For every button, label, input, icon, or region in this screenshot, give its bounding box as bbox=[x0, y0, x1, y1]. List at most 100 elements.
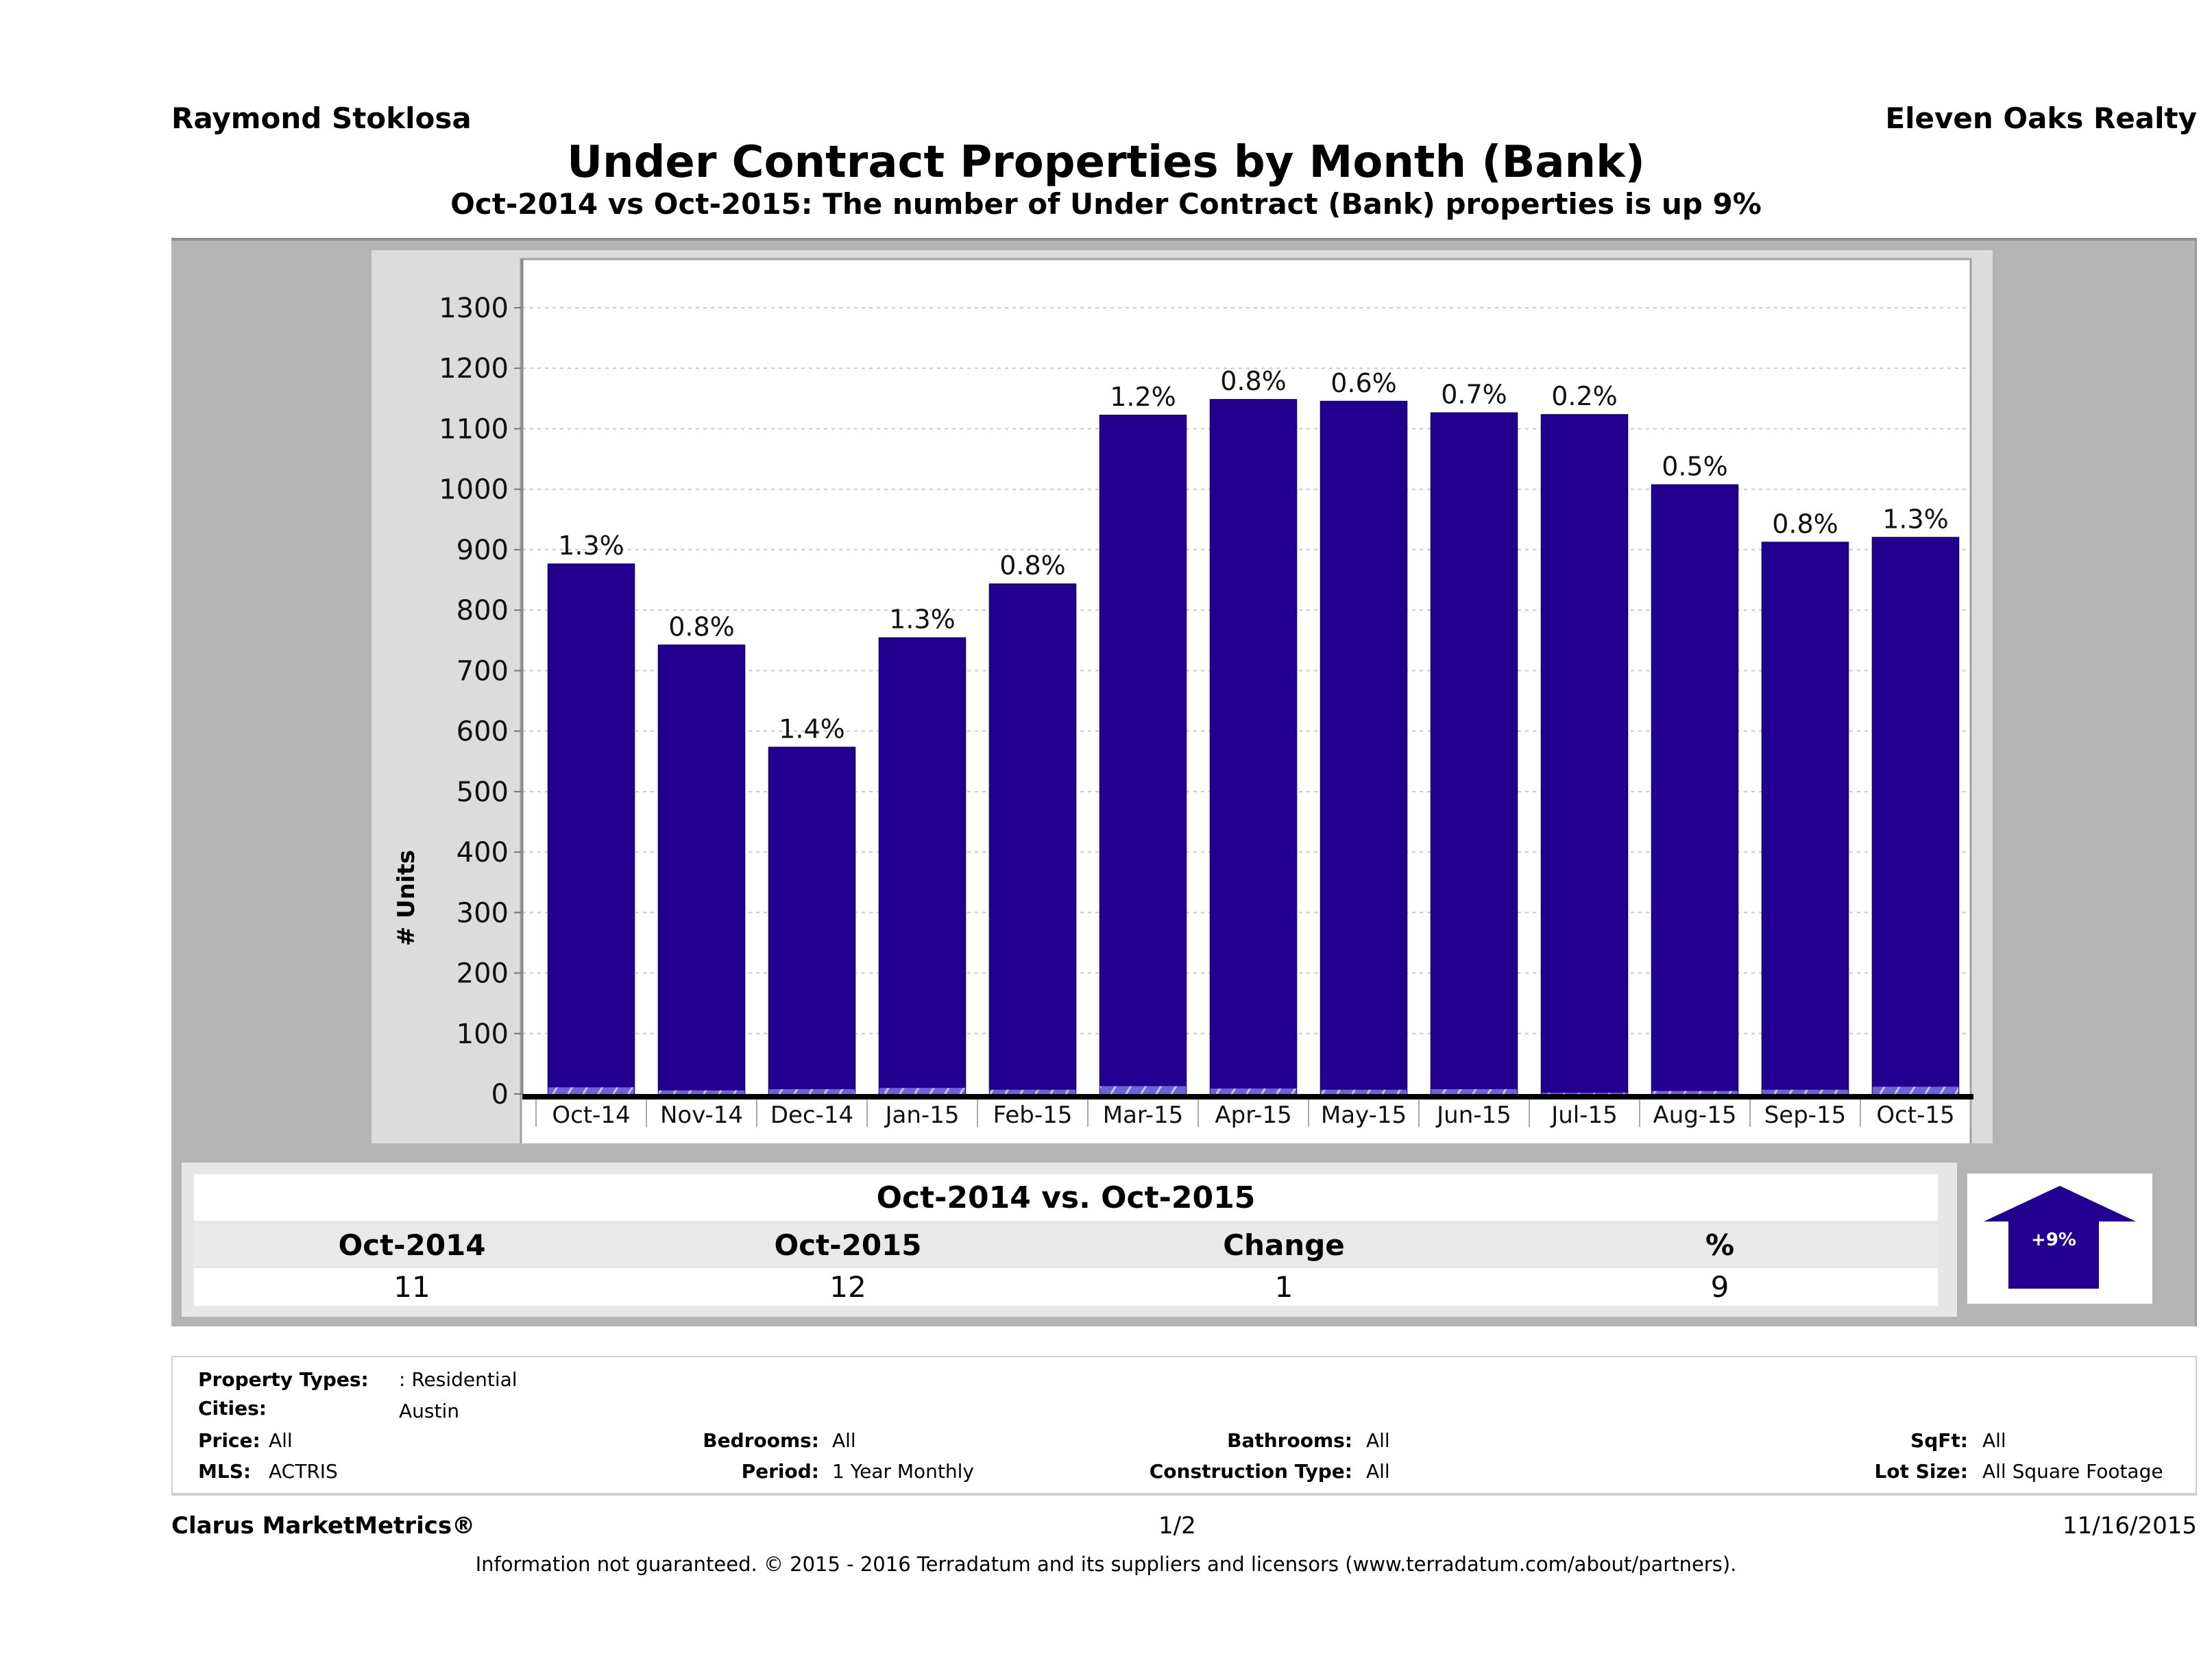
bar-data-label: 0.6% bbox=[1330, 368, 1397, 398]
y-tick-label: 300 bbox=[457, 897, 509, 929]
criteria-value: All bbox=[1982, 1429, 2006, 1452]
y-tick-label: 1300 bbox=[439, 293, 509, 324]
bar-bank bbox=[1541, 1093, 1628, 1094]
criteria-value: All Square Footage bbox=[1982, 1460, 2163, 1483]
criteria-label: Price: bbox=[198, 1429, 260, 1452]
criteria-value: All bbox=[832, 1429, 856, 1452]
y-tick-label: 100 bbox=[457, 1019, 509, 1050]
report-title: Under Contract Properties by Month (Bank… bbox=[567, 137, 1645, 188]
bar-chart: 0 100 200 300 400 500 600 700 800 900 1000 1100 1200… bbox=[393, 258, 1973, 1143]
bar-bank bbox=[1762, 1089, 1849, 1094]
summary-col-header: % bbox=[1705, 1228, 1735, 1262]
company-name: Eleven Oaks Realty bbox=[1885, 101, 2197, 135]
criteria-label: Property Types: bbox=[198, 1368, 369, 1391]
x-tick-label: Sep-15 bbox=[1764, 1102, 1847, 1129]
report-subtitle: Oct-2014 vs Oct-2015: The number of Unde… bbox=[450, 187, 1762, 221]
criteria-value: ACTRIS bbox=[269, 1460, 338, 1483]
bar-data-label: 0.8% bbox=[1220, 366, 1287, 396]
bar-bank bbox=[1431, 1089, 1518, 1094]
x-tick-label: Dec-14 bbox=[770, 1102, 853, 1129]
y-tick-label: 500 bbox=[457, 777, 509, 808]
x-tick-label: Oct-14 bbox=[552, 1102, 630, 1129]
summary-values: 11 12 1 9 bbox=[194, 1268, 1938, 1306]
criteria-label: Period: bbox=[741, 1460, 819, 1483]
x-tick-label: Jan-15 bbox=[884, 1102, 960, 1129]
x-tick-label: Nov-14 bbox=[660, 1102, 743, 1129]
y-tick-label: 900 bbox=[457, 535, 509, 566]
x-axis-baseline bbox=[522, 1094, 1973, 1099]
criteria-label: Bedrooms: bbox=[703, 1429, 819, 1452]
summary-value: 12 bbox=[829, 1270, 866, 1304]
bar-data-label: 1.3% bbox=[1882, 504, 1949, 534]
summary-heading: Oct-2014 vs. Oct-2015 bbox=[194, 1174, 1938, 1221]
bar-bank bbox=[989, 1089, 1076, 1094]
criteria-value: Austin bbox=[399, 1400, 459, 1422]
summary-columns: Oct-2014 Oct-2015 Change % bbox=[194, 1224, 1938, 1266]
y-tick-label: 600 bbox=[457, 716, 509, 748]
criteria-box: Property Types: : Residential Cities: Au… bbox=[171, 1356, 2197, 1496]
criteria-label: MLS: bbox=[198, 1460, 252, 1483]
bar-bank bbox=[1651, 1091, 1738, 1094]
bar-total bbox=[988, 583, 1077, 1095]
y-tick-label: 200 bbox=[457, 958, 509, 990]
page-number: 1/2 bbox=[1158, 1512, 1196, 1540]
criteria-value: 1 Year Monthly bbox=[832, 1460, 975, 1483]
x-tick-label: Oct-15 bbox=[1876, 1102, 1954, 1129]
bar-total bbox=[1761, 542, 1849, 1095]
criteria-label: Bathrooms: bbox=[1227, 1429, 1352, 1452]
bar-total bbox=[1651, 484, 1739, 1095]
criteria-label: Cities: bbox=[198, 1397, 267, 1420]
bar-bank bbox=[548, 1087, 635, 1094]
bar-total bbox=[1209, 399, 1298, 1095]
bar-data-label: 1.3% bbox=[889, 605, 956, 635]
x-tick-label: Apr-15 bbox=[1215, 1102, 1291, 1129]
bar-data-label: 0.5% bbox=[1662, 452, 1728, 482]
summary-heading-text: Oct-2014 vs. Oct-2015 bbox=[876, 1180, 1256, 1215]
bar-bank bbox=[1099, 1086, 1187, 1094]
bar-bank bbox=[658, 1090, 745, 1094]
bar-total bbox=[657, 644, 746, 1095]
x-tick-label: Jun-15 bbox=[1435, 1102, 1511, 1129]
bar-bank bbox=[879, 1088, 966, 1094]
x-tick-label: Mar-15 bbox=[1103, 1102, 1184, 1129]
bar-data-label: 1.2% bbox=[1110, 382, 1176, 412]
bar-data-label: 0.8% bbox=[1772, 509, 1838, 539]
bar-bank bbox=[768, 1089, 855, 1094]
x-tick-label: May-15 bbox=[1321, 1102, 1407, 1129]
arrow-label: +9% bbox=[2031, 1230, 2076, 1250]
bar-data-label: 1.4% bbox=[779, 714, 845, 744]
bar-data-label: 0.7% bbox=[1441, 380, 1507, 410]
criteria-label: SqFt: bbox=[1910, 1429, 1968, 1452]
bar-total bbox=[1099, 415, 1187, 1095]
bar-total bbox=[1430, 412, 1518, 1095]
bar-total bbox=[1871, 537, 1960, 1095]
y-tick-label: 1100 bbox=[439, 413, 509, 445]
bar-total bbox=[768, 746, 856, 1095]
bar-total bbox=[1540, 414, 1629, 1095]
y-tick-label: 400 bbox=[457, 837, 509, 868]
bar-data-label: 0.8% bbox=[999, 550, 1066, 581]
summary-col-header: Oct-2014 bbox=[338, 1228, 486, 1262]
summary-value: 1 bbox=[1274, 1270, 1293, 1304]
y-axis-label: # Units bbox=[393, 850, 420, 946]
bar-bank bbox=[1872, 1086, 1959, 1094]
summary-col-header: Oct-2015 bbox=[774, 1228, 922, 1262]
up-arrow-icon: +9% bbox=[1984, 1186, 2136, 1289]
bar-total bbox=[547, 563, 635, 1095]
bar-bank bbox=[1210, 1089, 1297, 1094]
bar-total bbox=[1320, 400, 1408, 1095]
criteria-value: All bbox=[1366, 1460, 1390, 1483]
criteria-value: : Residential bbox=[399, 1368, 518, 1391]
x-tick-label: Aug-15 bbox=[1653, 1102, 1737, 1129]
x-tick-label: Feb-15 bbox=[993, 1102, 1073, 1129]
criteria-label: Lot Size: bbox=[1874, 1460, 1968, 1483]
summary-col-header: Change bbox=[1223, 1228, 1345, 1262]
y-tick-label: 800 bbox=[457, 595, 509, 627]
agent-name: Raymond Stoklosa bbox=[171, 101, 472, 135]
y-tick-label: 1200 bbox=[439, 353, 509, 385]
disclaimer: Information not guaranteed. © 2015 - 201… bbox=[475, 1553, 1737, 1576]
criteria-label: Construction Type: bbox=[1149, 1460, 1352, 1483]
bar-bank bbox=[1320, 1089, 1407, 1094]
y-tick-label: 700 bbox=[457, 655, 509, 687]
y-tick-label: 0 bbox=[491, 1079, 509, 1110]
